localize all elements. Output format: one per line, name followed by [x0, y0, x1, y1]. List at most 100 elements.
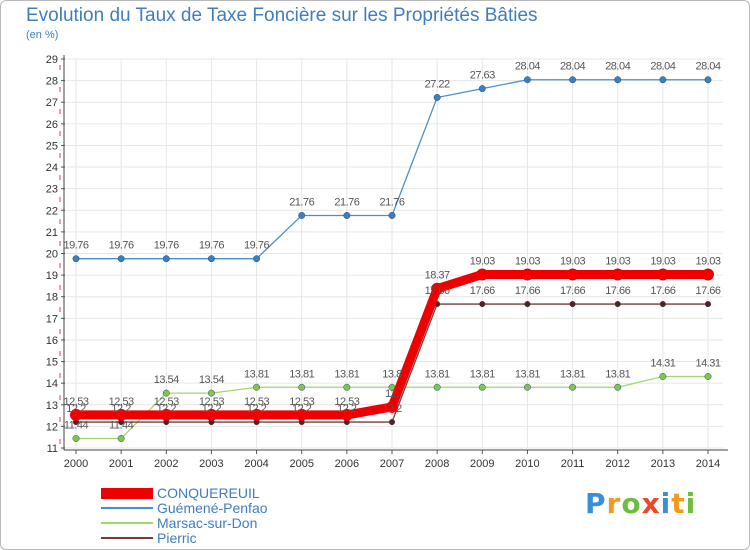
- logo-letter: i: [685, 487, 697, 520]
- data-label-conquereuil-2013: 19.03: [650, 255, 675, 267]
- y-tick-label-26: 26: [46, 119, 58, 131]
- data-label-marsac-sur-don-2013: 14.31: [650, 357, 675, 369]
- data-point-pierric-2009: [479, 301, 486, 308]
- legend-label-marsac-sur-don: Marsac-sur-Don: [157, 515, 258, 531]
- y-tick-label-27: 27: [46, 97, 58, 109]
- data-point-marsac-sur-don-2009: [478, 383, 486, 391]
- data-point-pierric-2007: [388, 419, 396, 426]
- data-label-pierric-2014: 17.66: [695, 285, 720, 297]
- data-label-marsac-sur-don-2014: 14.31: [695, 357, 720, 369]
- data-point-guemene-penfao-2003: [207, 255, 215, 263]
- data-point-conquereuil-2010: [521, 268, 534, 281]
- y-tick-label-24: 24: [46, 162, 58, 174]
- axes: 11 12 13 14 15 16 17 18 19 20 21 22 23 24 25 26 27 28 29 20…: [46, 54, 728, 470]
- data-point-pierric-2012: [614, 301, 621, 308]
- data-label-conquereuil-2002: 12.53: [154, 396, 179, 408]
- data-label-pierric-2012: 17.66: [605, 285, 630, 297]
- logo-letter: x: [641, 487, 661, 520]
- data-label-guemene-penfao-2007: 21.76: [379, 196, 404, 208]
- data-point-conquereuil-2009: [476, 268, 489, 281]
- data-label-marsac-sur-don-2011: 13.81: [560, 368, 585, 380]
- data-point-conquereuil-2002: [160, 408, 173, 421]
- data-label-conquereuil-2012: 19.03: [605, 255, 630, 267]
- data-point-guemene-penfao-2011: [569, 76, 577, 84]
- data-label-pierric-2000: 12.2: [66, 403, 86, 415]
- data-point-guemene-penfao-2004: [253, 255, 261, 263]
- data-point-pierric-2013: [659, 301, 666, 308]
- data-point-marsac-sur-don-2006: [343, 383, 351, 391]
- y-tick-label-13: 13: [46, 400, 58, 412]
- data-label-guemene-penfao-2011: 28.04: [560, 61, 585, 73]
- data-point-conquereuil-2001: [115, 408, 128, 421]
- data-label-marsac-sur-don-2010: 13.81: [515, 368, 540, 380]
- data-point-guemene-penfao-2008: [433, 94, 441, 101]
- x-tick-label-2000: 2000: [64, 458, 88, 470]
- logo-letter: r: [606, 487, 622, 520]
- data-point-guemene-penfao-2010: [523, 76, 531, 84]
- data-label-pierric-2007: 12.2: [382, 403, 402, 415]
- data-point-pierric-2011: [569, 301, 576, 308]
- data-point-guemene-penfao-2009: [478, 85, 486, 93]
- y-tick-label-18: 18: [46, 292, 58, 304]
- data-point-guemene-penfao-2014: [704, 76, 712, 84]
- x-tick-label-2014: 2014: [696, 458, 720, 470]
- y-tick-label-16: 16: [46, 335, 58, 347]
- data-point-conquereuil-2007: [386, 400, 398, 413]
- data-point-conquereuil-2003: [205, 408, 218, 421]
- y-tick-label-12: 12: [46, 421, 58, 433]
- legend-swatch-pierric: [101, 537, 153, 539]
- x-tick-label-2004: 2004: [244, 458, 268, 470]
- data-label-pierric-2009: 17.66: [470, 285, 495, 297]
- y-tick-label-28: 28: [46, 76, 58, 88]
- data-label-conquereuil-2007: 12.: [385, 388, 399, 400]
- x-tick-label-2003: 2003: [199, 458, 223, 470]
- legend-swatch-marsac-sur-don: [101, 522, 153, 524]
- data-label-conquereuil-2011: 19.03: [560, 255, 585, 267]
- data-point-conquereuil-2011: [566, 268, 579, 281]
- data-point-marsac-sur-don-2005: [298, 383, 306, 391]
- data-label-pierric-2002: 12.2: [157, 403, 177, 415]
- logo-letter: t: [671, 487, 686, 520]
- data-label-pierric-2011: 17.66: [560, 285, 585, 297]
- logo-letter: o: [621, 487, 642, 520]
- data-point-marsac-sur-don-2004: [253, 383, 261, 391]
- y-tick-label-14: 14: [46, 378, 58, 390]
- x-tick-label-2002: 2002: [154, 458, 178, 470]
- data-label-conquereuil-2006: 12.53: [334, 396, 359, 408]
- x-tick-label-2012: 2012: [605, 458, 629, 470]
- data-label-conquereuil-2010: 19.03: [515, 255, 540, 267]
- y-tick-label-21: 21: [46, 227, 58, 239]
- data-label-marsac-sur-don-2002: 13.54: [154, 374, 179, 386]
- data-label-marsac-sur-don-2004: 13.81: [244, 368, 269, 380]
- legend-swatch-guemene-penfao: [101, 507, 153, 509]
- y-tick-label-19: 19: [46, 270, 58, 282]
- data-point-conquereuil-2000: [70, 408, 82, 421]
- data-label-pierric-2004: 12.2: [247, 403, 267, 415]
- data-label-guemene-penfao-2014: 28.04: [695, 61, 720, 73]
- y-tick-label-15: 15: [46, 357, 58, 369]
- data-point-marsac-sur-don-2012: [614, 383, 622, 391]
- data-label-marsac-sur-don-2008: 13.81: [425, 368, 450, 380]
- x-tick-label-2010: 2010: [515, 458, 539, 470]
- data-label-guemene-penfao-2009: 27.63: [470, 70, 495, 82]
- data-point-guemene-penfao-2013: [659, 76, 667, 84]
- data-point-conquereuil-2008: [431, 282, 444, 295]
- data-label-conquereuil-2009: 19.03: [470, 255, 495, 267]
- data-label-guemene-penfao-2010: 28.04: [515, 61, 540, 73]
- data-label-guemene-penfao-2003: 19.76: [199, 240, 224, 252]
- data-label-guemene-penfao-2005: 21.76: [289, 196, 314, 208]
- data-label-pierric-2010: 17.66: [515, 285, 540, 297]
- data-point-marsac-sur-don-2013: [659, 373, 667, 380]
- data-label-pierric-2008: 17.66: [425, 285, 450, 297]
- x-tick-label-2006: 2006: [335, 458, 359, 470]
- x-tick-label-2007: 2007: [380, 458, 404, 470]
- data-label-conquereuil-2014: 19.03: [695, 255, 720, 267]
- data-label-pierric-2003: 12.2: [202, 403, 222, 415]
- proxiti-logo: Proxiti: [585, 487, 696, 520]
- data-label-marsac-sur-don-2005: 13.81: [289, 368, 314, 380]
- data-point-marsac-sur-don-2001: [117, 435, 125, 442]
- grid-lines: [66, 58, 723, 449]
- data-label-conquereuil-2003: 12.53: [199, 396, 224, 408]
